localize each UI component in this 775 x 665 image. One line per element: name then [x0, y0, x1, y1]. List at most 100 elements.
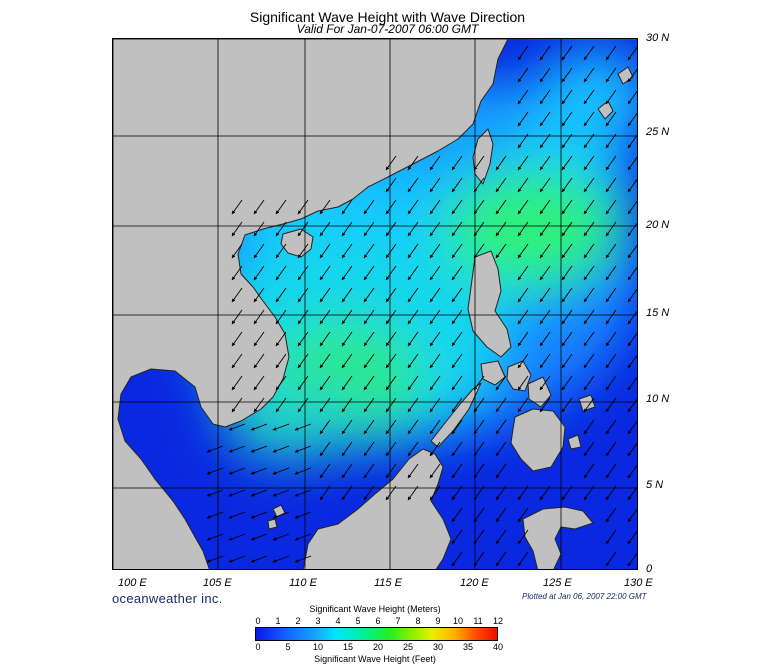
wave-arrow	[539, 397, 551, 413]
wave-arrow	[206, 511, 224, 519]
meters-tick-label: 4	[335, 616, 341, 626]
wave-arrow	[451, 177, 463, 193]
wave-arrow	[539, 265, 551, 281]
feet-tick-label: 10	[312, 642, 324, 652]
wave-arrow	[231, 265, 243, 281]
wave-height-colorbar	[255, 627, 498, 641]
meters-tick-label: 9	[435, 616, 441, 626]
wave-arrow	[495, 375, 507, 391]
wave-arrow	[473, 397, 485, 413]
wave-arrow	[407, 485, 419, 501]
wave-arrow	[294, 445, 312, 453]
valid-time-subtitle: Valid For Jan-07-2007 06:00 GMT	[296, 22, 479, 36]
wave-arrow	[294, 467, 312, 475]
wave-arrow	[429, 243, 441, 259]
wave-arrow	[561, 199, 573, 215]
wave-arrow	[473, 177, 485, 193]
wave-arrow	[495, 397, 507, 413]
wave-map[interactable]	[112, 38, 638, 570]
wave-arrow	[451, 375, 463, 391]
wave-arrow	[495, 551, 507, 567]
lat-label-5n: 5 N	[646, 479, 664, 491]
wave-arrow	[253, 353, 265, 369]
wave-arrow	[250, 423, 268, 431]
wave-arrow	[473, 529, 485, 545]
wave-arrow	[451, 551, 463, 567]
wave-arrow	[517, 177, 529, 193]
wave-arrow	[253, 221, 265, 237]
wave-arrow	[605, 441, 617, 457]
meters-tick-label: 5	[355, 616, 361, 626]
wave-arrow	[605, 67, 617, 83]
wave-arrow	[451, 485, 463, 501]
wave-arrow	[473, 551, 485, 567]
meters-tick-label: 1	[275, 616, 281, 626]
wave-arrow	[429, 287, 441, 303]
wave-arrow	[297, 331, 309, 347]
wave-arrow	[539, 133, 551, 149]
wave-arrow	[517, 507, 529, 523]
wave-arrow	[627, 46, 637, 61]
wave-arrow	[605, 463, 617, 479]
wave-arrow	[407, 243, 419, 259]
wave-arrow	[605, 529, 617, 545]
lon-label-100e: 100 E	[118, 577, 147, 589]
wave-arrow	[495, 155, 507, 171]
wave-arrow	[319, 441, 331, 457]
wave-arrow	[583, 309, 595, 325]
wave-arrow	[539, 177, 551, 193]
wave-arrow	[605, 243, 617, 259]
luzon-island	[467, 250, 512, 358]
wave-arrow	[605, 133, 617, 149]
wave-arrow	[539, 45, 551, 61]
wave-arrow	[627, 134, 637, 149]
wave-arrow	[495, 463, 507, 479]
wave-arrow	[385, 221, 397, 237]
wave-arrow	[297, 199, 309, 215]
wave-arrow	[451, 441, 463, 457]
wave-arrow	[561, 397, 573, 413]
wave-arrow	[275, 265, 287, 281]
wave-arrow	[605, 287, 617, 303]
wave-arrow	[627, 90, 637, 105]
wave-arrow	[495, 419, 507, 435]
lon-label-120e: 120 E	[460, 577, 489, 589]
wave-arrow	[605, 419, 617, 435]
lat-lon-grid	[113, 39, 637, 569]
feet-tick-label: 15	[342, 642, 354, 652]
wave-arrow	[297, 353, 309, 369]
wave-arrow	[228, 423, 246, 431]
meters-tick-label: 12	[492, 616, 504, 626]
wave-arrow	[363, 221, 375, 237]
wave-arrow	[341, 287, 353, 303]
wave-arrow	[250, 555, 268, 563]
feet-tick-label: 30	[432, 642, 444, 652]
wave-arrow	[206, 445, 224, 453]
wave-arrow	[451, 243, 463, 259]
wave-arrow	[341, 199, 353, 215]
wave-arrow	[275, 309, 287, 325]
wave-arrow	[319, 331, 331, 347]
wave-arrow	[539, 309, 551, 325]
wave-arrow	[363, 199, 375, 215]
wave-arrow	[627, 288, 637, 303]
meters-tick-label: 3	[315, 616, 321, 626]
wave-arrow	[627, 156, 637, 171]
wave-arrow	[451, 507, 463, 523]
wave-arrow	[517, 485, 529, 501]
wave-arrow	[561, 67, 573, 83]
meters-tick-label: 2	[295, 616, 301, 626]
wave-arrow	[627, 266, 637, 281]
wave-arrow	[451, 419, 463, 435]
feet-tick-label: 25	[402, 642, 414, 652]
wave-arrow	[627, 222, 637, 237]
wave-arrow	[451, 155, 463, 171]
wave-arrow	[627, 530, 637, 545]
wave-arrow	[561, 133, 573, 149]
company-logo-text: oceanweather inc.	[112, 591, 223, 606]
wave-arrow	[228, 445, 246, 453]
wave-arrow	[429, 397, 441, 413]
wave-arrow	[253, 375, 265, 391]
wave-arrow	[206, 555, 224, 563]
wave-arrow	[517, 243, 529, 259]
